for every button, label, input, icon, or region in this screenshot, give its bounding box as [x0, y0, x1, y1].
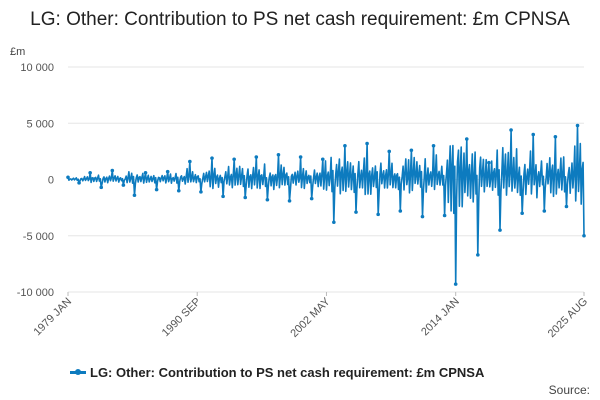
data-point — [365, 141, 369, 146]
data-point — [309, 196, 314, 201]
legend-series-label: LG: Other: Contribution to PS net cash r… — [90, 365, 485, 380]
y-tick-label: -10 000 — [17, 287, 54, 299]
data-point — [276, 152, 281, 157]
y-tick-label: 5 000 — [26, 118, 54, 130]
data-point — [154, 187, 159, 192]
data-point — [165, 169, 170, 174]
x-tick-label: 1979 JAN — [31, 296, 74, 339]
data-point — [176, 188, 181, 193]
data-point — [88, 170, 92, 175]
data-point — [442, 213, 447, 218]
data-point — [476, 253, 480, 257]
y-unit-label: £m — [10, 46, 26, 58]
data-point — [199, 190, 203, 194]
data-point — [121, 183, 126, 187]
data-point — [188, 159, 192, 164]
data-point — [354, 210, 358, 214]
data-point — [110, 168, 115, 173]
data-point — [487, 160, 491, 165]
x-tick-label: 2014 JAN — [419, 296, 462, 339]
data-point — [287, 199, 292, 203]
data-point — [254, 155, 259, 159]
y-tick-label: 0 — [48, 175, 54, 187]
legend[interactable]: LG: Other: Contribution to PS net cash r… — [70, 365, 484, 380]
data-point — [265, 197, 270, 202]
data-point — [498, 228, 502, 232]
data-point — [343, 143, 347, 148]
data-point — [553, 134, 558, 139]
legend-series-marker — [70, 369, 86, 375]
data-point — [531, 132, 536, 137]
data-point — [332, 220, 336, 225]
data-point — [431, 143, 436, 148]
data-point — [77, 181, 81, 185]
data-point — [232, 157, 236, 162]
y-tick-label: -5 000 — [23, 231, 54, 243]
data-point — [398, 209, 403, 213]
data-point — [99, 185, 104, 190]
data-point — [453, 282, 458, 286]
data-point — [320, 157, 325, 162]
data-point — [132, 193, 137, 198]
x-tick-label: 1990 SEP — [160, 296, 204, 340]
data-point — [210, 156, 214, 160]
data-point — [575, 123, 580, 128]
data-point — [243, 195, 248, 200]
data-point — [420, 214, 425, 219]
series-line — [67, 124, 585, 285]
data-point — [582, 233, 586, 238]
data-point — [298, 155, 303, 159]
y-tick-label: 10 000 — [20, 62, 54, 74]
data-point — [143, 170, 148, 175]
data-point — [509, 128, 513, 132]
data-point — [387, 149, 392, 154]
chart-title: LG: Other: Contribution to PS net cash r… — [30, 9, 570, 30]
data-point — [542, 209, 547, 213]
data-point — [409, 148, 414, 153]
x-tick-label: 2002 MAY — [288, 295, 333, 340]
data-point — [564, 204, 569, 209]
source-label: Source: — [548, 383, 590, 397]
data-point — [221, 194, 225, 199]
data-point — [376, 212, 380, 217]
x-tick-label: 2025 AUG — [546, 296, 590, 340]
data-point — [66, 175, 70, 180]
data-point — [520, 211, 524, 216]
data-point — [464, 137, 469, 141]
